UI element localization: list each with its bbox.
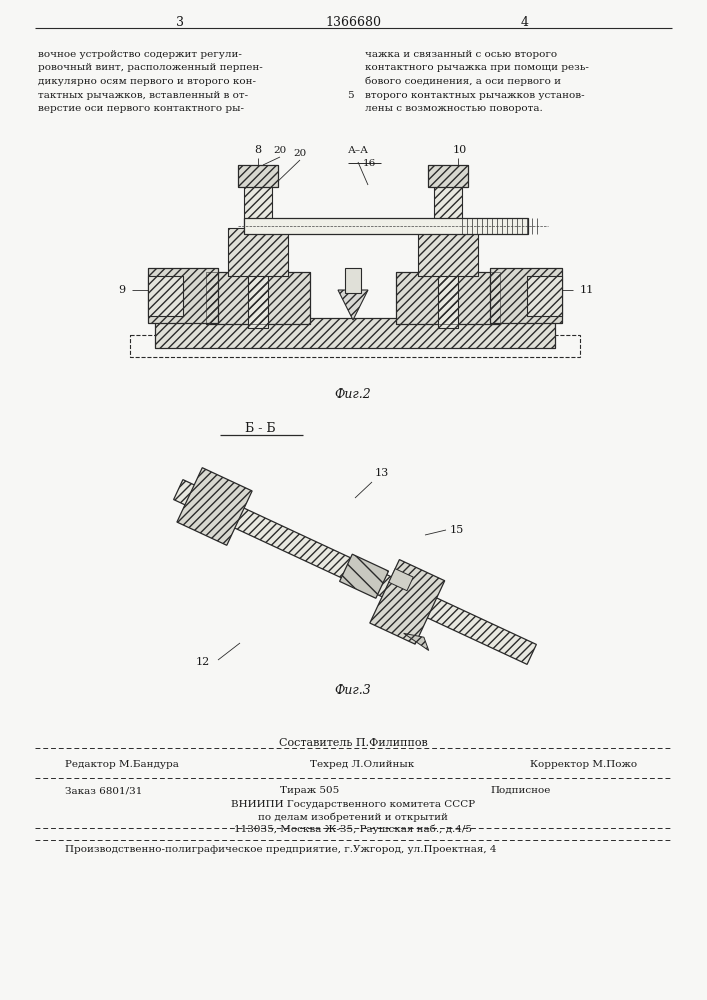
Bar xyxy=(527,276,562,316)
Text: Составитель П.Филиппов: Составитель П.Филиппов xyxy=(279,738,427,748)
Text: бового соединения, а оси первого и: бового соединения, а оси первого и xyxy=(365,77,561,87)
Text: Редактор М.Бандура: Редактор М.Бандура xyxy=(65,760,179,769)
Text: 16: 16 xyxy=(363,159,376,168)
Text: 20: 20 xyxy=(293,149,306,158)
Text: лены с возможностью поворота.: лены с возможностью поворота. xyxy=(365,104,543,113)
Polygon shape xyxy=(338,290,368,320)
Text: 5: 5 xyxy=(346,91,354,100)
Bar xyxy=(155,318,555,348)
Text: 10: 10 xyxy=(453,145,467,155)
Bar xyxy=(238,165,278,187)
Bar xyxy=(155,318,555,348)
Text: Тираж 505: Тираж 505 xyxy=(280,786,339,795)
Polygon shape xyxy=(339,554,389,598)
Bar xyxy=(490,268,562,323)
Bar xyxy=(248,268,268,328)
Text: контактного рычажка при помощи резь-: контактного рычажка при помощи резь- xyxy=(365,64,589,73)
Text: 1366680: 1366680 xyxy=(325,15,381,28)
Polygon shape xyxy=(177,468,252,545)
Bar xyxy=(148,276,183,316)
Bar xyxy=(248,268,268,328)
Bar xyxy=(434,185,462,233)
Text: тактных рычажков, вставленный в от-: тактных рычажков, вставленный в от- xyxy=(38,91,248,100)
Polygon shape xyxy=(174,480,537,664)
Bar xyxy=(418,228,478,276)
Bar xyxy=(345,268,361,293)
Text: Техред Л.Олийнык: Техред Л.Олийнык xyxy=(310,760,414,769)
Text: ВНИИПИ Государственного комитета СССР: ВНИИПИ Государственного комитета СССР xyxy=(231,800,475,809)
Bar xyxy=(396,272,500,324)
Polygon shape xyxy=(389,569,414,591)
Text: 4: 4 xyxy=(521,15,529,28)
Bar xyxy=(434,185,462,233)
Text: верстие оси первого контактного ры-: верстие оси первого контактного ры- xyxy=(38,104,244,113)
Text: вочное устройство содержит регули-: вочное устройство содержит регули- xyxy=(38,50,242,59)
Text: 15: 15 xyxy=(450,525,464,535)
Text: Заказ 6801/31: Заказ 6801/31 xyxy=(65,786,142,795)
Text: ровочный винт, расположенный перпен-: ровочный винт, расположенный перпен- xyxy=(38,64,263,73)
Bar xyxy=(418,228,478,276)
Polygon shape xyxy=(404,633,428,651)
Text: дикулярно осям первого и второго кон-: дикулярно осям первого и второго кон- xyxy=(38,77,256,86)
Bar xyxy=(244,185,272,233)
Text: Фиг.2: Фиг.2 xyxy=(334,388,371,401)
Text: А–А: А–А xyxy=(348,146,369,155)
Bar xyxy=(490,268,562,323)
Bar xyxy=(130,335,580,357)
Bar xyxy=(244,185,272,233)
Text: 20: 20 xyxy=(273,146,286,155)
Bar xyxy=(148,276,183,316)
Polygon shape xyxy=(370,560,445,644)
Bar xyxy=(428,165,468,187)
Bar xyxy=(206,272,310,324)
Text: 113035, Москва Ж-35, Раушская наб., д.4/5: 113035, Москва Ж-35, Раушская наб., д.4/… xyxy=(234,824,472,834)
Text: чажка и связанный с осью второго: чажка и связанный с осью второго xyxy=(365,50,557,59)
Bar xyxy=(206,272,310,324)
Text: Подписное: Подписное xyxy=(490,786,550,795)
Bar xyxy=(527,276,562,316)
Text: 12: 12 xyxy=(196,657,210,667)
Text: 8: 8 xyxy=(255,145,262,155)
Text: второго контактных рычажков установ-: второго контактных рычажков установ- xyxy=(365,91,585,100)
Bar xyxy=(148,268,218,323)
Text: по делам изобретений и открытий: по делам изобретений и открытий xyxy=(258,812,448,822)
Text: 11: 11 xyxy=(580,285,595,295)
Bar xyxy=(438,268,458,328)
Text: 9: 9 xyxy=(118,285,125,295)
Bar xyxy=(228,228,288,276)
Text: Б - Б: Б - Б xyxy=(245,422,275,434)
Text: 13: 13 xyxy=(375,468,390,478)
Bar xyxy=(396,272,500,324)
Bar xyxy=(438,268,458,328)
Bar xyxy=(228,228,288,276)
Text: Корректор М.Пожо: Корректор М.Пожо xyxy=(530,760,637,769)
Bar xyxy=(148,268,218,323)
Bar xyxy=(428,165,468,187)
Bar xyxy=(238,165,278,187)
Text: 3: 3 xyxy=(176,15,184,28)
Text: Фиг.3: Фиг.3 xyxy=(334,684,371,696)
Text: Производственно-полиграфическое предприятие, г.Ужгород, ул.Проектная, 4: Производственно-полиграфическое предприя… xyxy=(65,845,496,854)
Bar xyxy=(244,218,528,234)
